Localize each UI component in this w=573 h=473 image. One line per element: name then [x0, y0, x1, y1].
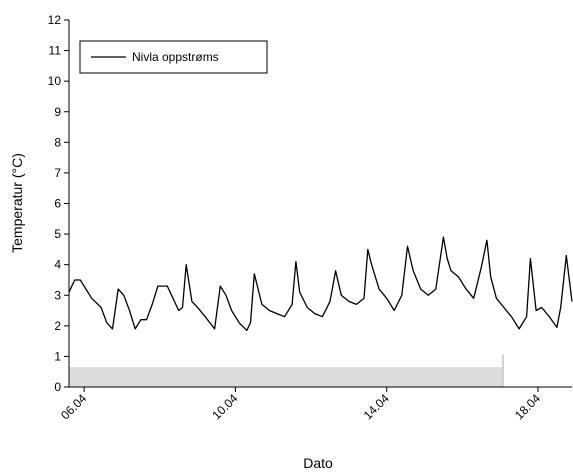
x-tick-label: 14.04: [361, 391, 392, 422]
y-tick-label: 1: [54, 349, 61, 363]
y-tick-label: 12: [48, 13, 62, 27]
gray-bar-layer: [69, 354, 504, 387]
x-axis-label: Dato: [303, 455, 333, 471]
y-tick-label: 2: [54, 319, 61, 333]
y-tick-label: 9: [54, 105, 61, 119]
x-tick-label: 18.04: [512, 391, 543, 422]
y-tick-label: 10: [48, 74, 62, 88]
x-ticks: 06.04 10.04 14.04 18.04: [58, 387, 543, 422]
y-tick-label: 6: [54, 197, 61, 211]
y-tick-label: 8: [54, 135, 61, 149]
axes: [68, 20, 572, 388]
legend-entry-label: Nivla oppstrøms: [132, 50, 219, 64]
x-tick-label: 06.04: [58, 391, 89, 422]
y-tick-label: 11: [49, 44, 62, 58]
y-tick-label: 0: [54, 380, 61, 394]
y-tick-label: 5: [54, 227, 61, 241]
y-tick-label: 3: [54, 288, 61, 302]
y-tick-label: 4: [54, 258, 61, 272]
y-tick-label: 7: [54, 166, 61, 180]
legend: Nivla oppstrøms: [79, 40, 268, 74]
y-axis-label: Temperatur (°C): [9, 153, 25, 253]
series-line: [68, 236, 573, 332]
gray-bar-edge: [501, 354, 504, 387]
x-tick-label: 10.04: [209, 391, 240, 422]
gray-bar: [69, 367, 504, 387]
